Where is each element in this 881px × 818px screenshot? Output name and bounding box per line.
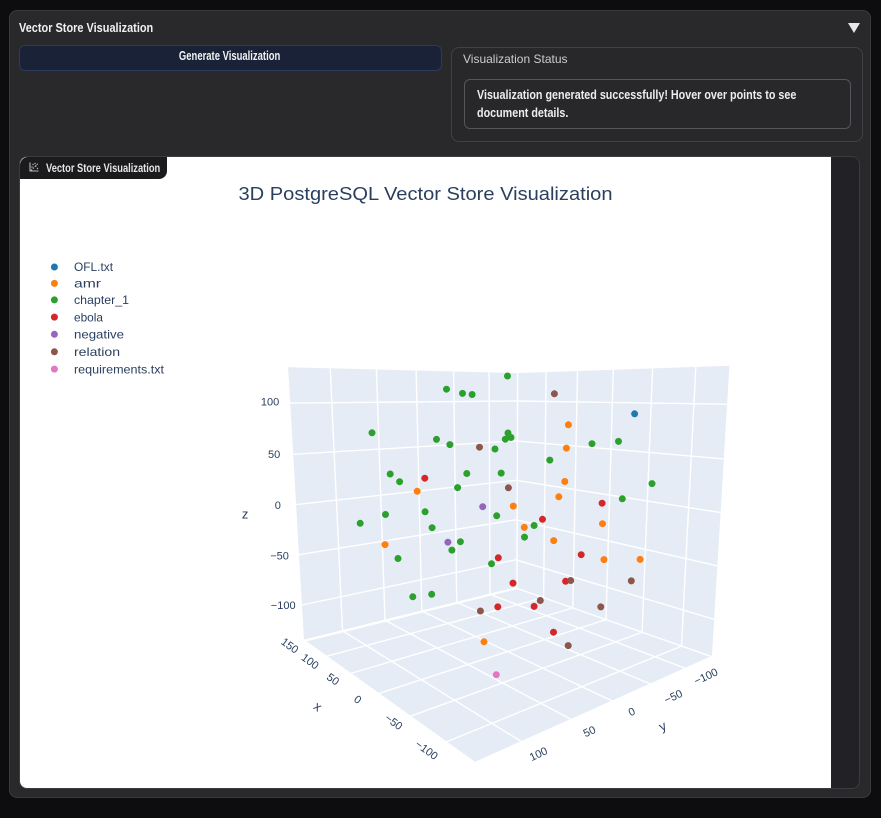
svg-text:requirements.txt: requirements.txt	[74, 362, 165, 376]
svg-text:3D PostgreSQL Vector Store Vis: 3D PostgreSQL Vector Store Visualization	[238, 183, 612, 204]
svg-text:−100: −100	[270, 600, 295, 612]
svg-text:100: 100	[260, 396, 278, 408]
svg-text:z: z	[241, 506, 248, 521]
svg-text:50: 50	[581, 724, 597, 740]
svg-text:0: 0	[626, 706, 637, 719]
svg-text:0: 0	[274, 500, 280, 512]
svg-text:−50: −50	[270, 551, 289, 563]
svg-text:OFL.txt: OFL.txt	[74, 260, 114, 274]
svg-text:relation: relation	[74, 345, 120, 359]
svg-text:50: 50	[267, 449, 279, 461]
svg-text:amr: amr	[74, 277, 101, 291]
svg-text:50: 50	[324, 671, 341, 688]
svg-text:chapter_1: chapter_1	[74, 293, 129, 307]
svg-text:negative: negative	[74, 328, 124, 342]
svg-text:ebola: ebola	[74, 310, 103, 324]
